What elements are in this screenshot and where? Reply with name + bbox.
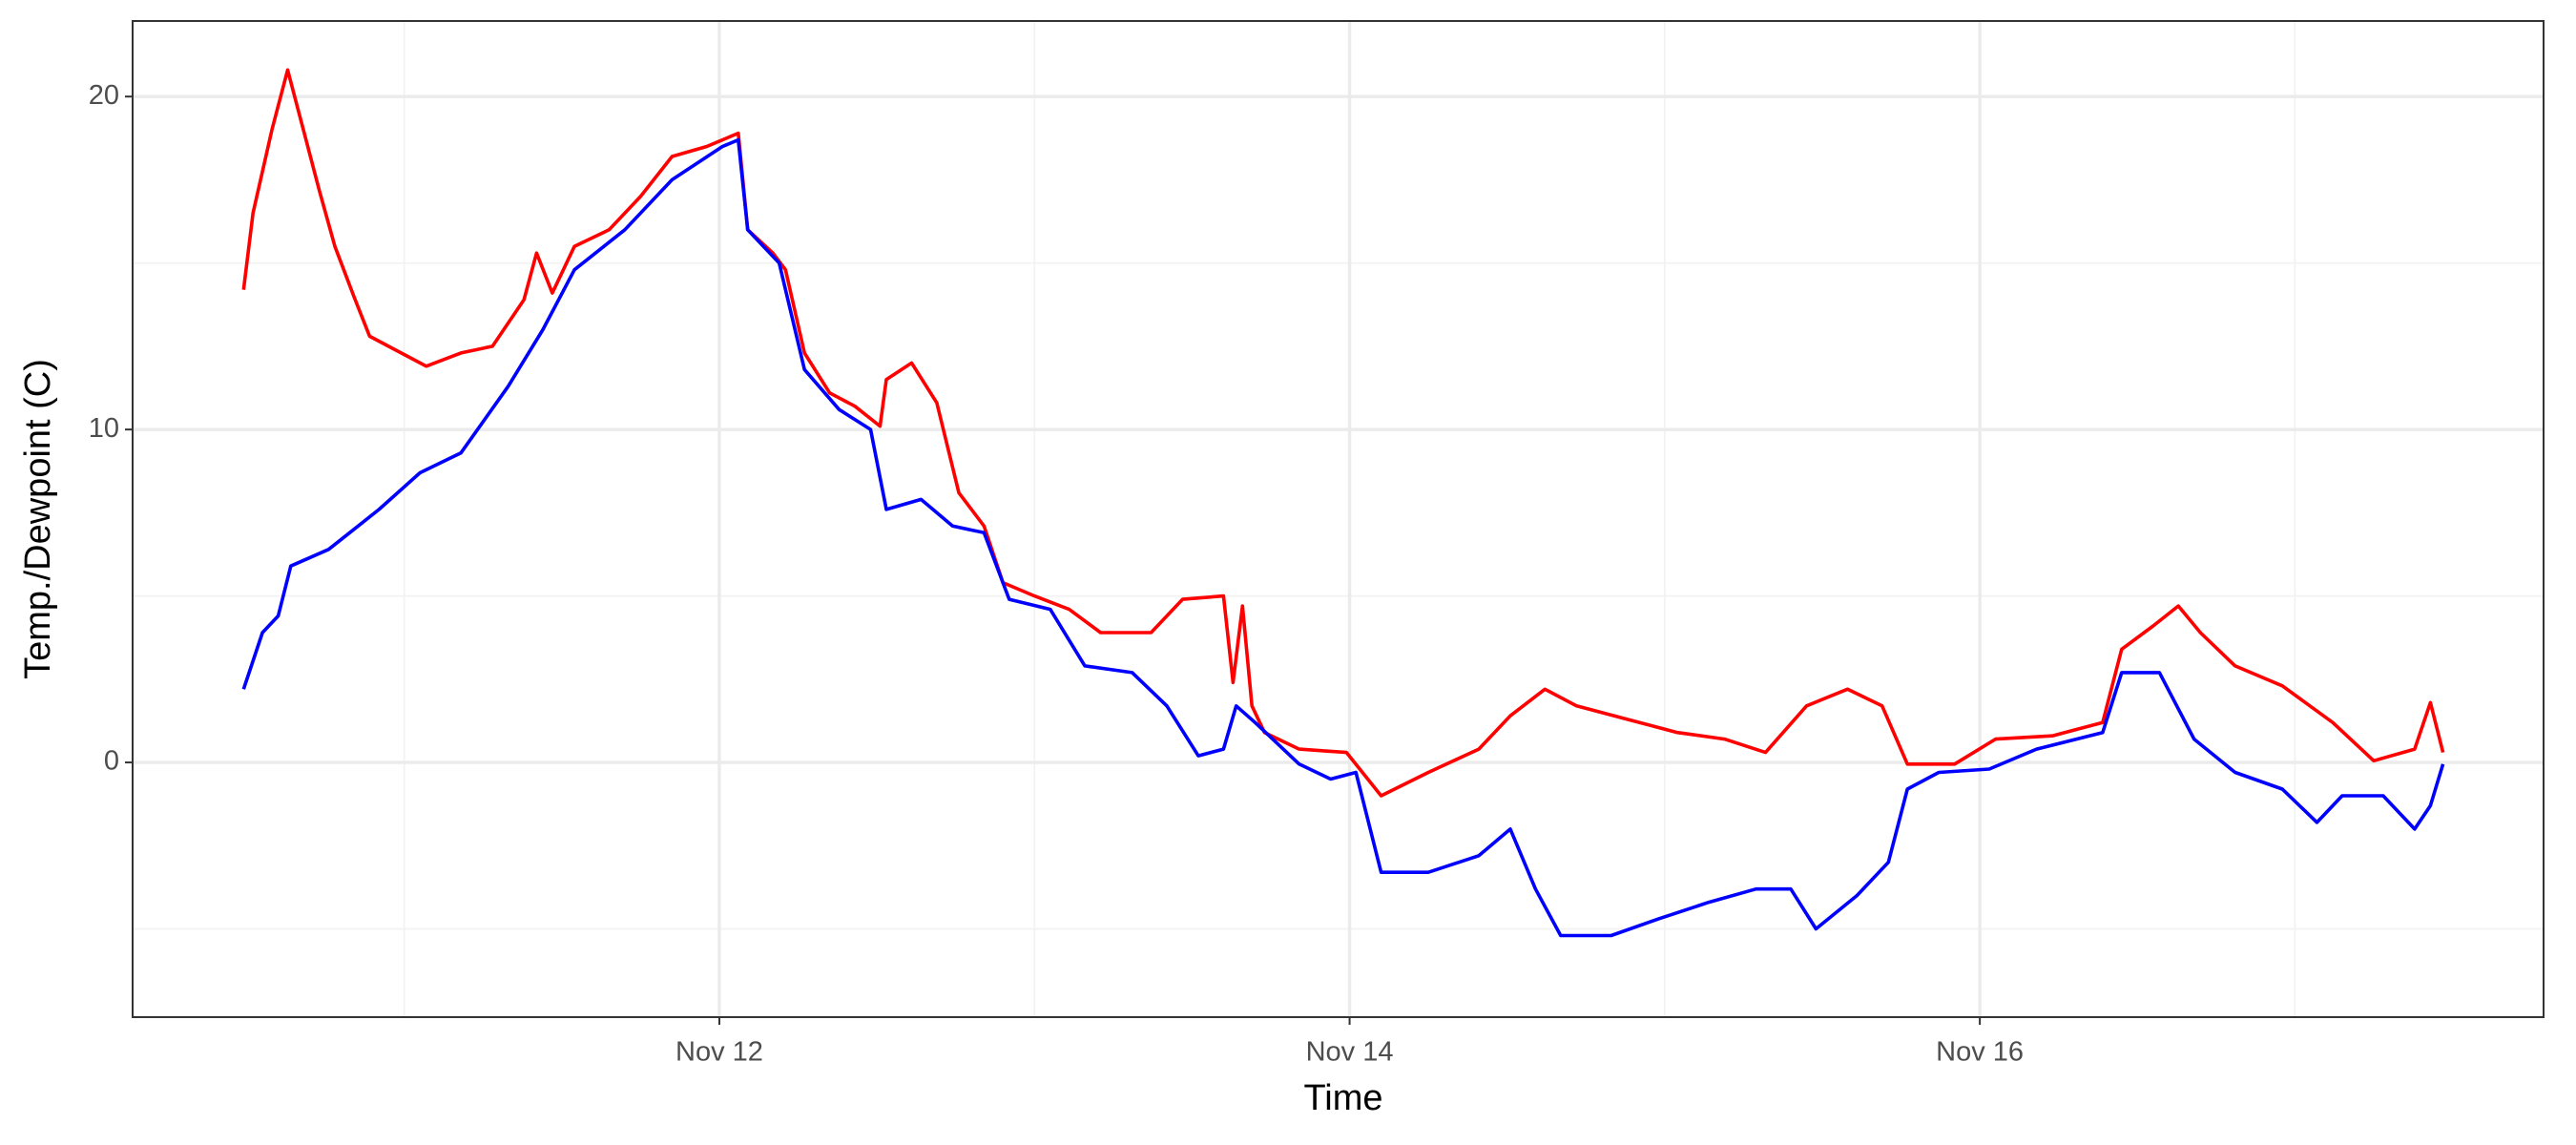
x-axis-title: Time [1303, 1078, 1382, 1118]
panel-border [132, 20, 2545, 1018]
y-tick-label: 10 [89, 413, 119, 444]
data-line [241, 137, 2445, 938]
y-tick-label: 0 [104, 746, 119, 777]
y-tick-label: 20 [89, 80, 119, 111]
x-tick-label: Nov 16 [1936, 1037, 2024, 1068]
data-line [241, 68, 2445, 798]
y-axis-title: Temp./Dewpoint (C) [18, 359, 58, 679]
x-tick-label: Nov 12 [675, 1037, 763, 1068]
x-tick-label: Nov 14 [1306, 1037, 1394, 1068]
